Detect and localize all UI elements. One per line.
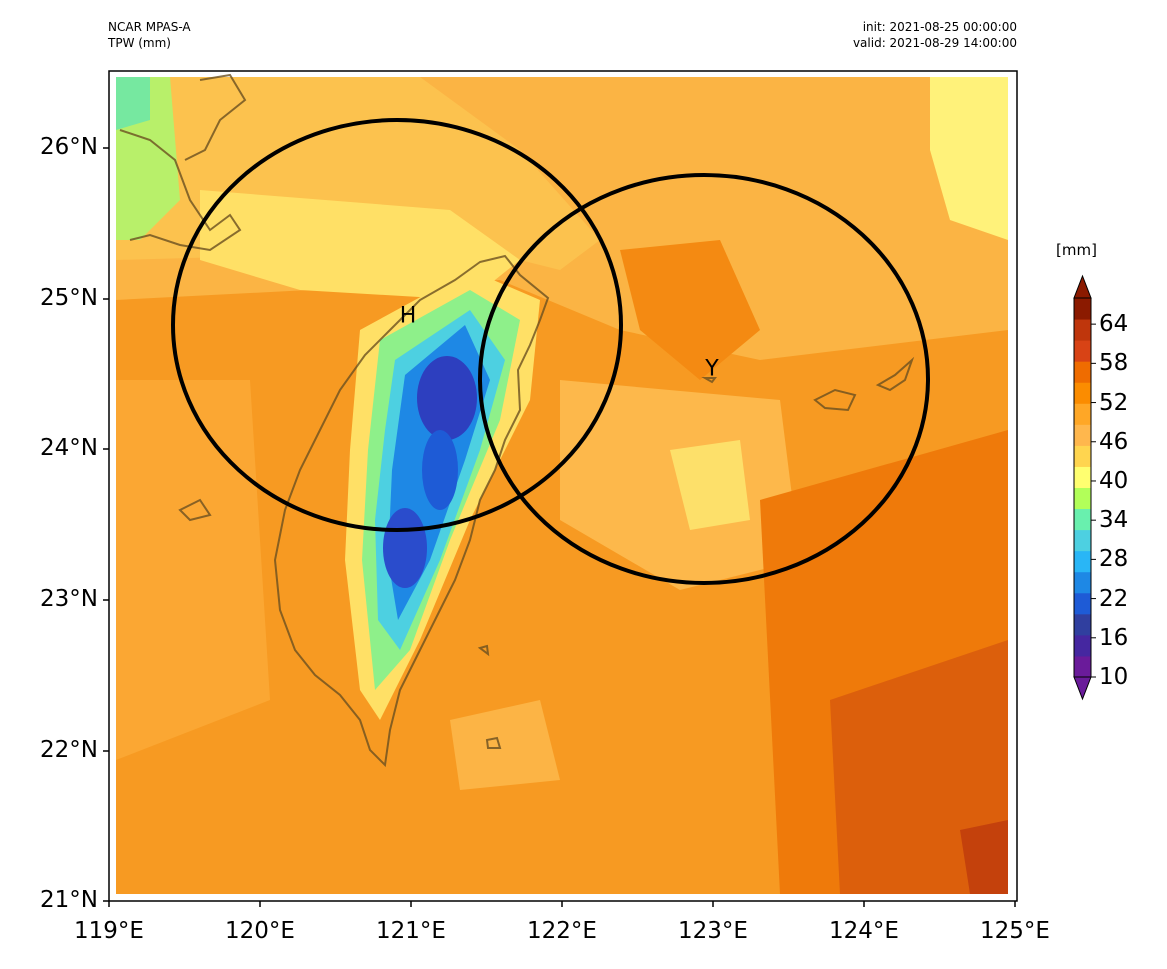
ytick-23n: 23°N bbox=[40, 586, 98, 612]
colorbar-segment bbox=[1074, 445, 1091, 467]
colorbar-segment bbox=[1074, 550, 1091, 573]
circle-h bbox=[171, 118, 623, 532]
colorbar-tick-label: 58 bbox=[1099, 350, 1129, 377]
colorbar bbox=[1073, 274, 1096, 701]
colorbar-segment bbox=[1074, 487, 1091, 510]
colorbar-tick-label: 52 bbox=[1099, 389, 1129, 416]
xtick-120e: 120°E bbox=[225, 918, 295, 944]
colorbar-tick-label: 16 bbox=[1099, 624, 1129, 651]
header-left: NCAR MPAS-A TPW (mm) bbox=[108, 19, 191, 51]
colorbar-segment bbox=[1074, 298, 1091, 320]
colorbar-segment bbox=[1074, 529, 1091, 552]
colorbar-extend-min bbox=[1073, 676, 1092, 701]
init-time: init: 2021-08-25 00:00:00 bbox=[862, 20, 1017, 34]
xtick-123e: 123°E bbox=[678, 918, 748, 944]
colorbar-segment bbox=[1074, 571, 1091, 594]
circle-y bbox=[478, 173, 930, 585]
model-name: NCAR MPAS-A bbox=[108, 20, 191, 34]
header-right: init: 2021-08-25 00:00:00 valid: 2021-08… bbox=[853, 19, 1017, 51]
axis-ticks bbox=[103, 147, 1016, 907]
colorbar-segment bbox=[1074, 634, 1091, 657]
tpw-field bbox=[116, 77, 1008, 894]
colorbar-unit: [mm] bbox=[1056, 241, 1097, 259]
colorbar-segment bbox=[1074, 340, 1091, 362]
colorbar-tick-label: 40 bbox=[1099, 467, 1129, 494]
colorbar-segment bbox=[1074, 508, 1091, 531]
valid-time: valid: 2021-08-29 14:00:00 bbox=[852, 36, 1017, 50]
colorbar-tick-label: 10 bbox=[1099, 664, 1129, 690]
colorbar-extend-max bbox=[1073, 274, 1092, 299]
xtick-121e: 121°E bbox=[376, 918, 446, 944]
colorbar-tick-label: 34 bbox=[1099, 507, 1129, 534]
ytick-22n: 22°N bbox=[40, 737, 98, 763]
colorbar-tick-label: 28 bbox=[1099, 546, 1129, 573]
colorbar-segment bbox=[1074, 382, 1091, 404]
xtick-124e: 124°E bbox=[829, 918, 899, 944]
ytick-25n: 25°N bbox=[40, 285, 98, 311]
colorbar-segment bbox=[1074, 403, 1091, 425]
marker-y: Y bbox=[705, 356, 719, 382]
colorbar-frame bbox=[1073, 297, 1092, 678]
colorbar-segment bbox=[1074, 655, 1091, 678]
ytick-26n: 26°N bbox=[40, 134, 98, 160]
xtick-119e: 119°E bbox=[74, 918, 144, 944]
coastlines bbox=[119, 73, 915, 768]
colorbar-tick-label: 46 bbox=[1099, 428, 1129, 455]
colorbar-segment bbox=[1074, 613, 1091, 636]
colorbar-tick-label: 64 bbox=[1099, 311, 1129, 338]
ytick-24n: 24°N bbox=[40, 435, 98, 461]
colorbar-tick-label: 22 bbox=[1099, 585, 1129, 612]
marker-h: H bbox=[399, 303, 417, 329]
colorbar-segment bbox=[1074, 466, 1091, 488]
colorbar-segment bbox=[1074, 361, 1091, 383]
xtick-125e: 125°E bbox=[980, 918, 1050, 944]
xtick-122e: 122°E bbox=[527, 918, 597, 944]
colorbar-segment bbox=[1074, 424, 1091, 446]
colorbar-segment bbox=[1074, 592, 1091, 615]
ytick-21n: 21°N bbox=[40, 887, 98, 913]
field-name: TPW (mm) bbox=[108, 36, 171, 50]
colorbar-segment bbox=[1074, 319, 1091, 341]
